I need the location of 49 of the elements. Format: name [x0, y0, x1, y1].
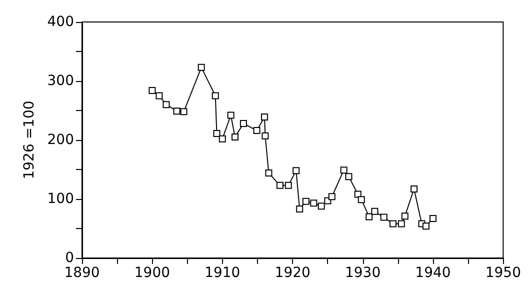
point	[180, 108, 188, 116]
point	[410, 185, 418, 192]
y-tick-label: 300	[47, 73, 74, 89]
x-tick-label: 1920	[274, 265, 310, 281]
point	[318, 202, 325, 210]
point	[292, 167, 300, 174]
y-tick-label: 0	[65, 250, 74, 266]
point	[302, 198, 310, 205]
point	[380, 214, 388, 221]
point	[198, 64, 205, 71]
point	[227, 112, 234, 119]
point	[240, 120, 247, 127]
point	[366, 213, 373, 220]
y-tick-label: 400	[47, 14, 74, 30]
x-tick-label: 1940	[415, 265, 451, 281]
point	[162, 101, 170, 108]
point	[328, 193, 336, 200]
point	[422, 222, 430, 230]
x-tick-label: 1910	[204, 265, 240, 281]
point	[148, 86, 156, 94]
point	[401, 212, 408, 220]
x-tick-label: 1930	[344, 265, 381, 281]
point	[262, 132, 269, 140]
point	[261, 113, 268, 120]
point	[173, 108, 180, 115]
point	[265, 170, 272, 177]
point	[358, 196, 365, 204]
y-tick-label: 200	[47, 132, 74, 148]
point	[212, 92, 219, 100]
y-tick-label: 100	[47, 191, 74, 207]
x-tick-label: 1950	[485, 265, 522, 281]
point	[389, 220, 396, 228]
point	[232, 134, 239, 141]
point	[156, 92, 163, 100]
point	[213, 130, 220, 138]
point	[284, 182, 292, 189]
point	[340, 166, 348, 174]
y-axis-title: 1926 =100	[21, 100, 38, 180]
point	[310, 200, 318, 207]
point	[371, 208, 378, 215]
point	[276, 182, 284, 189]
point	[345, 173, 352, 180]
x-tick-label: 1890	[64, 265, 100, 281]
point	[429, 214, 436, 222]
x-tick-label: 1900	[134, 265, 170, 281]
point	[398, 220, 405, 228]
point	[296, 206, 304, 213]
point	[218, 135, 226, 142]
point	[253, 127, 260, 134]
